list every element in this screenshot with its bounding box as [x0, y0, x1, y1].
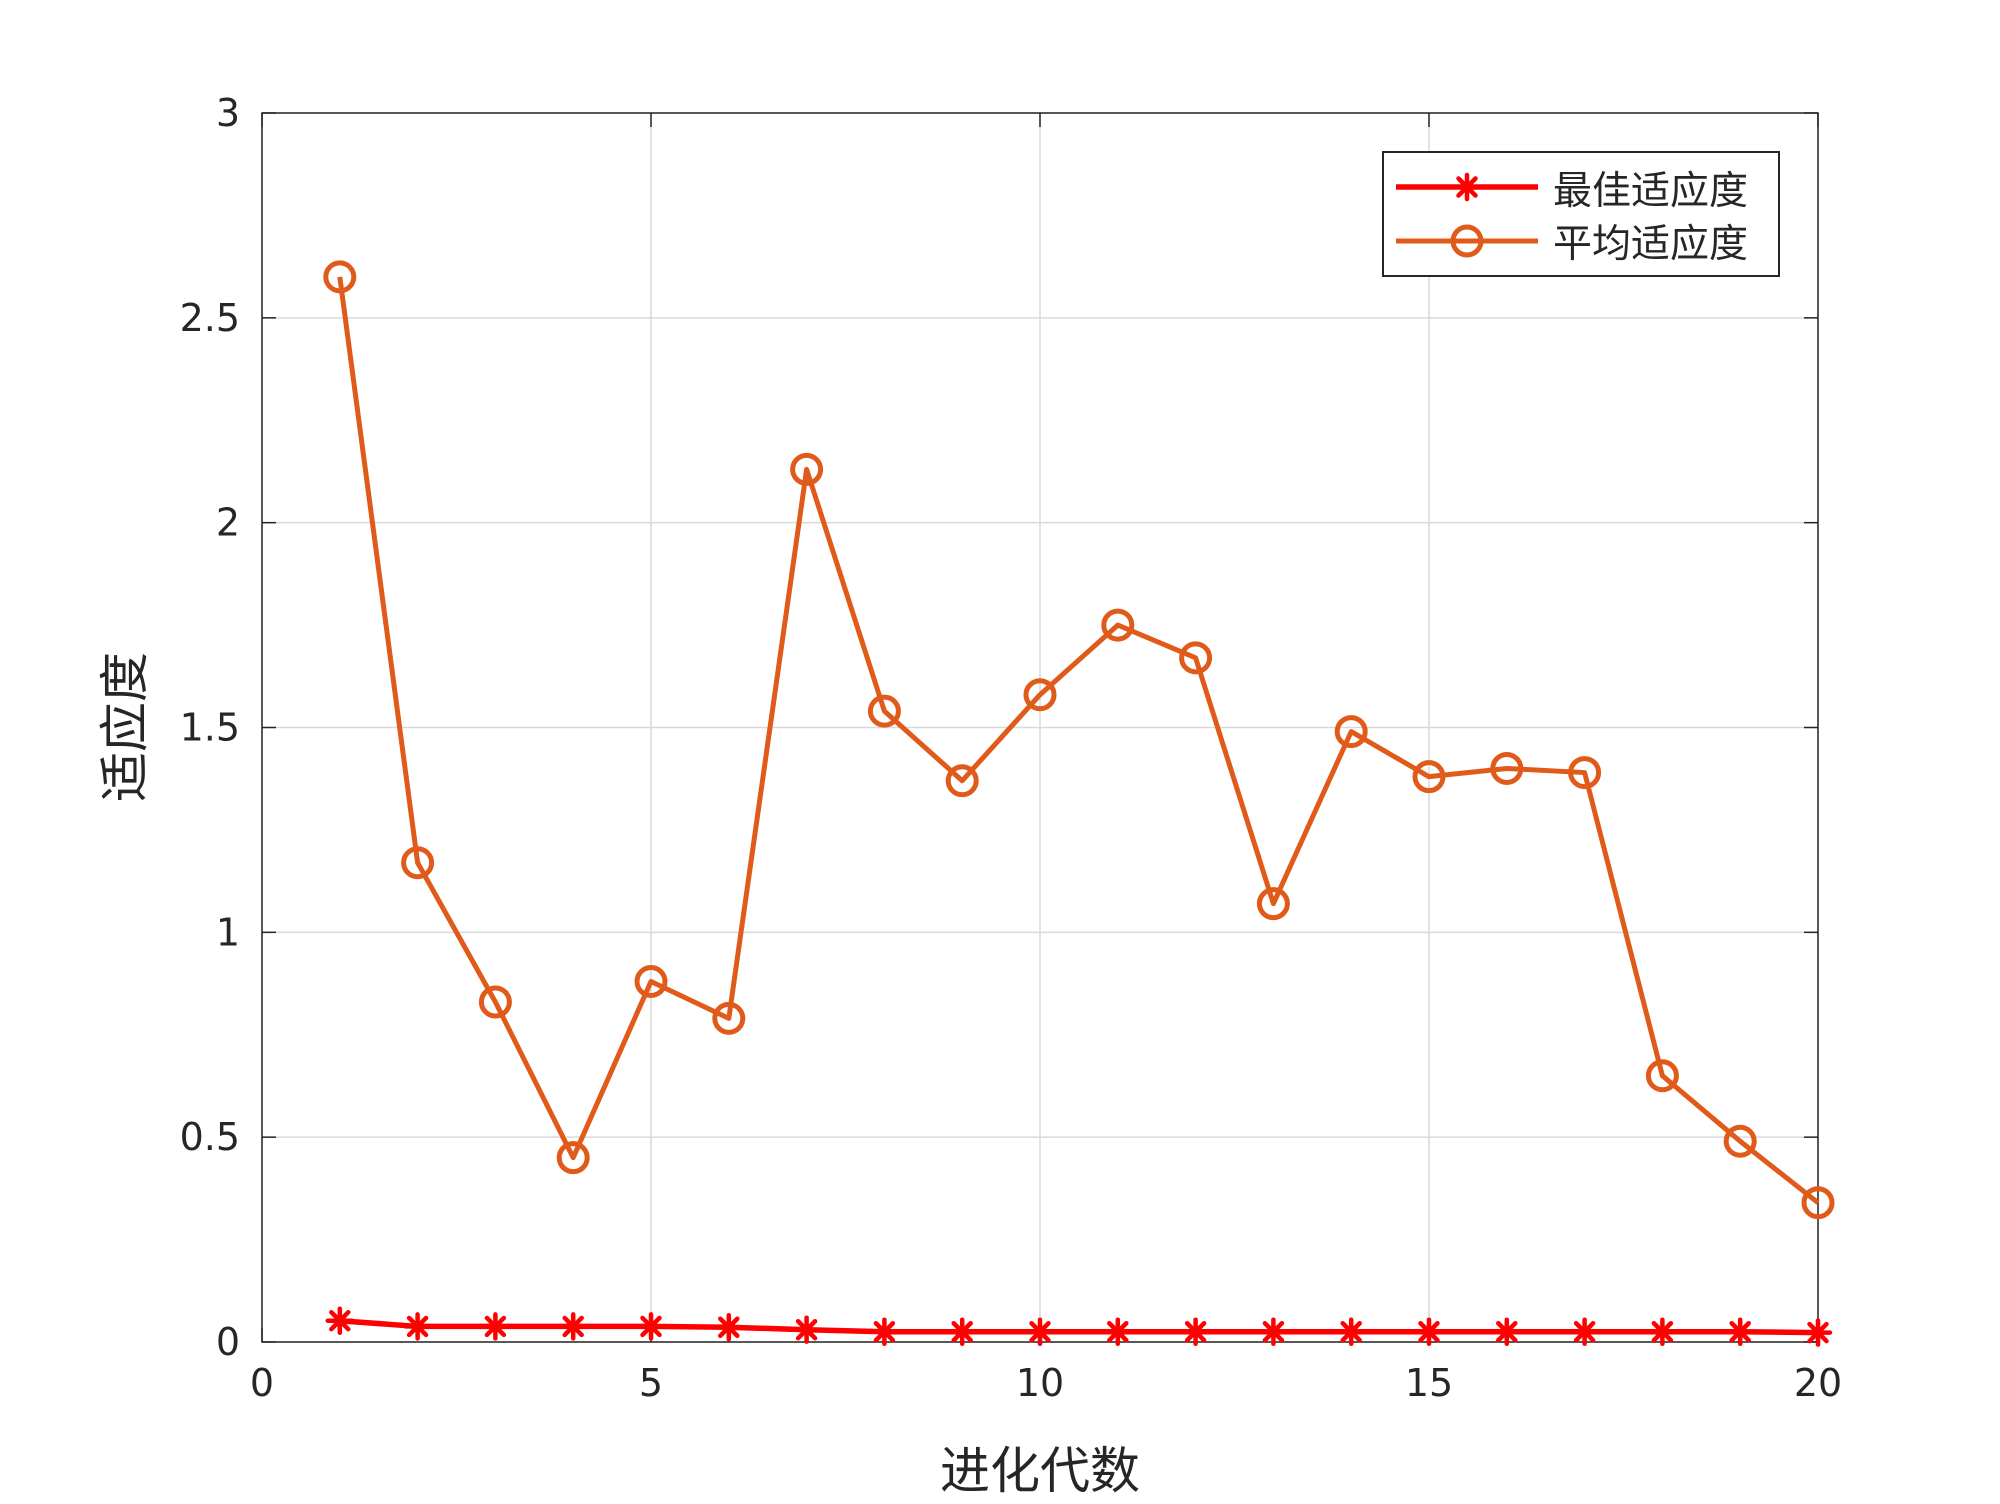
marker-stroke — [1418, 1321, 1440, 1343]
data-point-average-fitness — [1412, 760, 1446, 794]
x-tick-label: 0 — [250, 1361, 274, 1405]
data-point-average-fitness — [1023, 678, 1057, 712]
data-point-average-fitness — [712, 1001, 746, 1035]
data-point-average-fitness — [1801, 1186, 1835, 1220]
marker-stroke — [640, 1315, 662, 1338]
marker-stroke — [795, 1318, 818, 1341]
legend-label-best-fitness: 最佳适应度 — [1553, 169, 1748, 214]
data-point-best-fitness — [1336, 1317, 1366, 1347]
marker-stroke — [1262, 1321, 1285, 1343]
data-point-best-fitness — [325, 1306, 355, 1335]
legend-marker-best-fitness — [1452, 172, 1482, 202]
data-point-average-fitness — [1334, 715, 1368, 749]
data-point-best-fitness — [1492, 1317, 1522, 1347]
x-tick-label: 15 — [1405, 1361, 1453, 1405]
legend: 最佳适应度 平均适应度 — [1382, 151, 1780, 277]
x-tick-label: 5 — [639, 1361, 663, 1405]
y-tick-label: 3 — [216, 91, 240, 135]
marker-stroke — [1456, 176, 1478, 198]
data-point-best-fitness — [1648, 1317, 1677, 1347]
data-point-average-fitness — [1256, 887, 1290, 921]
marker-stroke — [562, 1315, 584, 1338]
data-point-average-fitness — [323, 260, 357, 294]
data-point-average-fitness — [1490, 751, 1524, 785]
y-tick-label: 2 — [216, 501, 240, 545]
data-point-best-fitness — [870, 1317, 899, 1347]
marker-stroke — [1573, 1321, 1596, 1343]
axis-ticks: 0 5 10 15 20 0 0.5 1 1.5 2 2.5 3 — [180, 91, 1843, 1405]
data-point-best-fitness — [1570, 1317, 1599, 1347]
marker-stroke — [1729, 1321, 1751, 1343]
marker-stroke — [406, 1315, 429, 1338]
series-layer — [323, 260, 1835, 1347]
legend-sample-average-fitness — [1396, 224, 1538, 258]
data-point-best-fitness — [636, 1312, 666, 1341]
data-point-best-fitness — [403, 1312, 432, 1341]
data-point-average-fitness — [945, 764, 979, 798]
x-tick-label: 10 — [1016, 1361, 1064, 1405]
data-point-best-fitness — [947, 1317, 977, 1347]
marker-stroke — [1340, 1321, 1362, 1343]
grid — [261, 112, 1819, 1343]
y-axis-label: 适应度 — [96, 652, 154, 802]
data-point-best-fitness — [1414, 1317, 1444, 1347]
series-best-fitness — [325, 1306, 1833, 1347]
marker-stroke — [1651, 1321, 1674, 1343]
data-point-best-fitness — [1725, 1317, 1755, 1347]
data-point-average-fitness — [867, 694, 901, 728]
data-point-best-fitness — [558, 1312, 588, 1341]
y-tick-label: 0 — [216, 1320, 240, 1364]
y-tick-label: 1 — [216, 910, 240, 954]
x-axis-label: 进化代数 — [940, 1442, 1140, 1500]
marker-stroke — [484, 1315, 507, 1338]
legend-box — [1382, 151, 1780, 277]
data-point-best-fitness — [1181, 1317, 1210, 1347]
y-tick-label: 1.5 — [180, 706, 240, 750]
data-point-average-fitness — [634, 964, 668, 998]
data-point-best-fitness — [792, 1315, 821, 1344]
data-point-average-fitness — [1179, 641, 1213, 675]
data-point-best-fitness — [1103, 1317, 1133, 1347]
marker-stroke — [1029, 1321, 1051, 1343]
data-point-best-fitness — [714, 1313, 744, 1342]
legend-label-average-fitness: 平均适应度 — [1553, 222, 1748, 267]
data-point-best-fitness — [1259, 1317, 1288, 1347]
series-average-fitness — [323, 260, 1835, 1220]
marker-stroke — [1107, 1321, 1129, 1343]
marker-stroke — [1184, 1321, 1207, 1343]
y-tick-label: 0.5 — [180, 1115, 240, 1159]
data-point-average-fitness — [556, 1141, 590, 1175]
marker-stroke — [718, 1316, 740, 1338]
data-point-average-fitness — [1645, 1059, 1679, 1093]
data-point-average-fitness — [1101, 608, 1135, 642]
marker-stroke — [873, 1321, 896, 1343]
data-point-best-fitness — [481, 1312, 510, 1341]
data-point-average-fitness — [1568, 756, 1602, 790]
marker-stroke — [1496, 1321, 1518, 1343]
y-tick-label: 2.5 — [180, 296, 240, 340]
marker-stroke — [329, 1309, 351, 1332]
data-point-best-fitness — [1025, 1317, 1055, 1347]
data-point-average-fitness — [478, 985, 512, 1019]
marker-stroke — [1807, 1321, 1829, 1344]
data-point-best-fitness — [1803, 1318, 1833, 1347]
marker-stroke — [951, 1321, 973, 1343]
legend-marker-average-fitness — [1450, 224, 1484, 258]
data-point-average-fitness — [790, 452, 824, 486]
x-tick-label: 20 — [1794, 1361, 1842, 1405]
legend-sample-best-fitness — [1396, 172, 1538, 202]
data-point-average-fitness — [401, 846, 435, 880]
data-point-average-fitness — [1723, 1124, 1757, 1158]
